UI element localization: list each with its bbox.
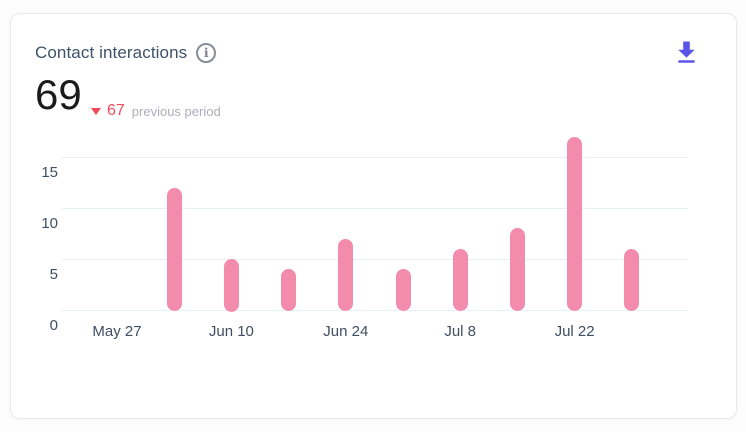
bar-jun-17[interactable] (281, 269, 297, 312)
info-button[interactable]: i (196, 43, 217, 63)
bar-chart: 0 5 10 15 May 27 Jun 10 Jun 24 Jul 8 Jul 22 (11, 14, 738, 420)
x-tick-label: Jul 8 (444, 323, 477, 340)
card-header: Contact interactions i (35, 41, 217, 65)
bar-jul-29[interactable] (624, 248, 640, 312)
card-title: Contact interactions (35, 43, 188, 62)
metric-value: 69 (35, 71, 82, 118)
bar-jul-22[interactable] (567, 136, 583, 312)
x-tick-label: May 27 (92, 323, 142, 340)
y-tick-label: 15 (41, 164, 58, 181)
x-tick-label: Jul 22 (554, 323, 595, 340)
x-tick-label: Jun 10 (208, 323, 254, 340)
y-tick-label: 10 (41, 215, 58, 232)
bar-jul-1[interactable] (395, 269, 411, 312)
gridline-y-15 (62, 157, 688, 158)
x-tick-label: Jun 24 (323, 323, 369, 340)
previous-period-value: 67 (107, 102, 125, 119)
bar-jun-24[interactable] (338, 238, 354, 312)
previous-period-label: previous period (131, 103, 221, 119)
info-circle-icon: i (203, 46, 209, 60)
gridline-y-5 (62, 259, 688, 260)
metric-comparison: 67 previous period (91, 102, 221, 120)
bar-jun-10[interactable] (223, 259, 239, 312)
bar-jul-15[interactable] (509, 228, 525, 312)
gridline-y-10 (62, 208, 688, 209)
download-button[interactable] (673, 39, 699, 67)
y-tick-label: 0 (49, 317, 58, 334)
gridline-y-0 (62, 310, 688, 311)
download-icon (677, 41, 695, 63)
y-tick-label: 5 (49, 266, 58, 283)
triangle-down-icon (91, 107, 101, 115)
bar-jun-3[interactable] (166, 187, 182, 312)
bar-jul-8[interactable] (452, 248, 468, 312)
contact-interactions-card: Contact interactions i 69 67 previous pe… (10, 13, 737, 419)
